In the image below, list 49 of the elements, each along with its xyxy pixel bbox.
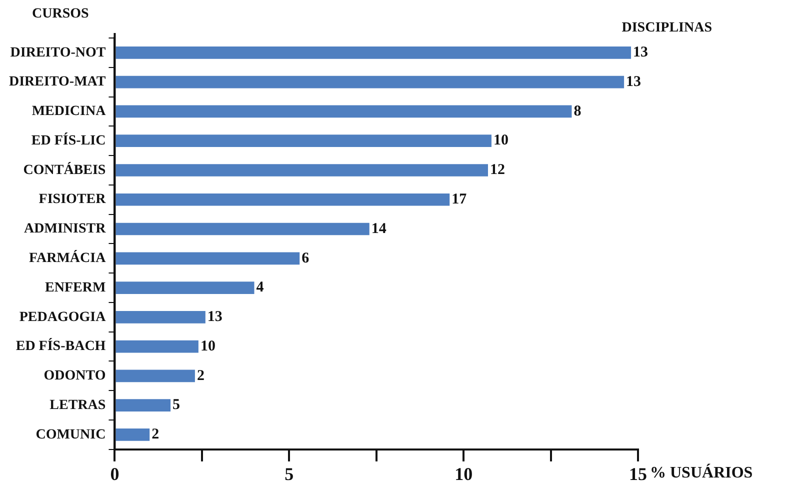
y-tick-label: ODONTO <box>44 368 106 384</box>
annotation: 2 <box>196 368 204 384</box>
annotation: 2 <box>152 426 160 443</box>
annotation: DISCIPLINAS <box>622 20 712 36</box>
x-tick-label: 10 <box>454 464 473 484</box>
bar <box>116 340 198 353</box>
bar <box>116 134 492 148</box>
annotation: 14 <box>371 220 387 237</box>
x-tick-label: 0 <box>110 464 120 484</box>
annotation: 10 <box>200 338 216 354</box>
y-tick-label: ENFERM <box>45 280 106 296</box>
bar <box>116 76 624 88</box>
bar <box>116 310 206 324</box>
y-axis-title: CURSOS <box>32 6 90 22</box>
bar <box>116 105 572 118</box>
annotation: 6 <box>302 250 310 266</box>
bar <box>116 282 254 294</box>
y-tick-label: MEDICINA <box>32 104 107 120</box>
bar <box>116 370 195 382</box>
annotation: 8 <box>574 103 582 120</box>
y-tick-label: ADMINISTR <box>24 222 107 237</box>
y-tick-label: COMUNIC <box>36 427 106 442</box>
annotation: 12 <box>490 162 505 178</box>
bar <box>116 428 150 441</box>
x-tick-label: 5 <box>284 464 294 484</box>
y-tick-label: FARMÁCIA <box>28 249 107 266</box>
annotation: 10 <box>493 132 508 149</box>
y-tick-label: PEDAGOGIA <box>19 310 107 325</box>
annotation: 5 <box>172 397 180 414</box>
y-tick-label: LETRAS <box>50 398 106 413</box>
annotation: 17 <box>452 191 468 208</box>
annotation: 13 <box>626 74 642 90</box>
bar <box>116 399 171 412</box>
y-tick-label: ED FÍS-BACH <box>16 337 106 354</box>
bar <box>116 164 488 176</box>
y-tick-label: FISIOTER <box>38 192 107 208</box>
bar <box>116 46 632 59</box>
x-axis-title: % USUÁRIOS <box>650 464 753 482</box>
bar <box>116 222 370 236</box>
annotation: 13 <box>633 44 648 61</box>
bar <box>116 193 450 206</box>
x-tick-label: 15 <box>629 464 647 484</box>
y-tick-label: DIREITO-MAT <box>8 74 106 90</box>
annotation: 4 <box>256 280 264 296</box>
y-tick-label: CONTÁBEIS <box>23 160 106 178</box>
annotation: 13 <box>207 309 222 326</box>
y-tick-label: ED FÍS-LIC <box>31 131 106 148</box>
y-tick-label: DIREITO-NOT <box>10 45 106 60</box>
bar <box>116 252 300 265</box>
